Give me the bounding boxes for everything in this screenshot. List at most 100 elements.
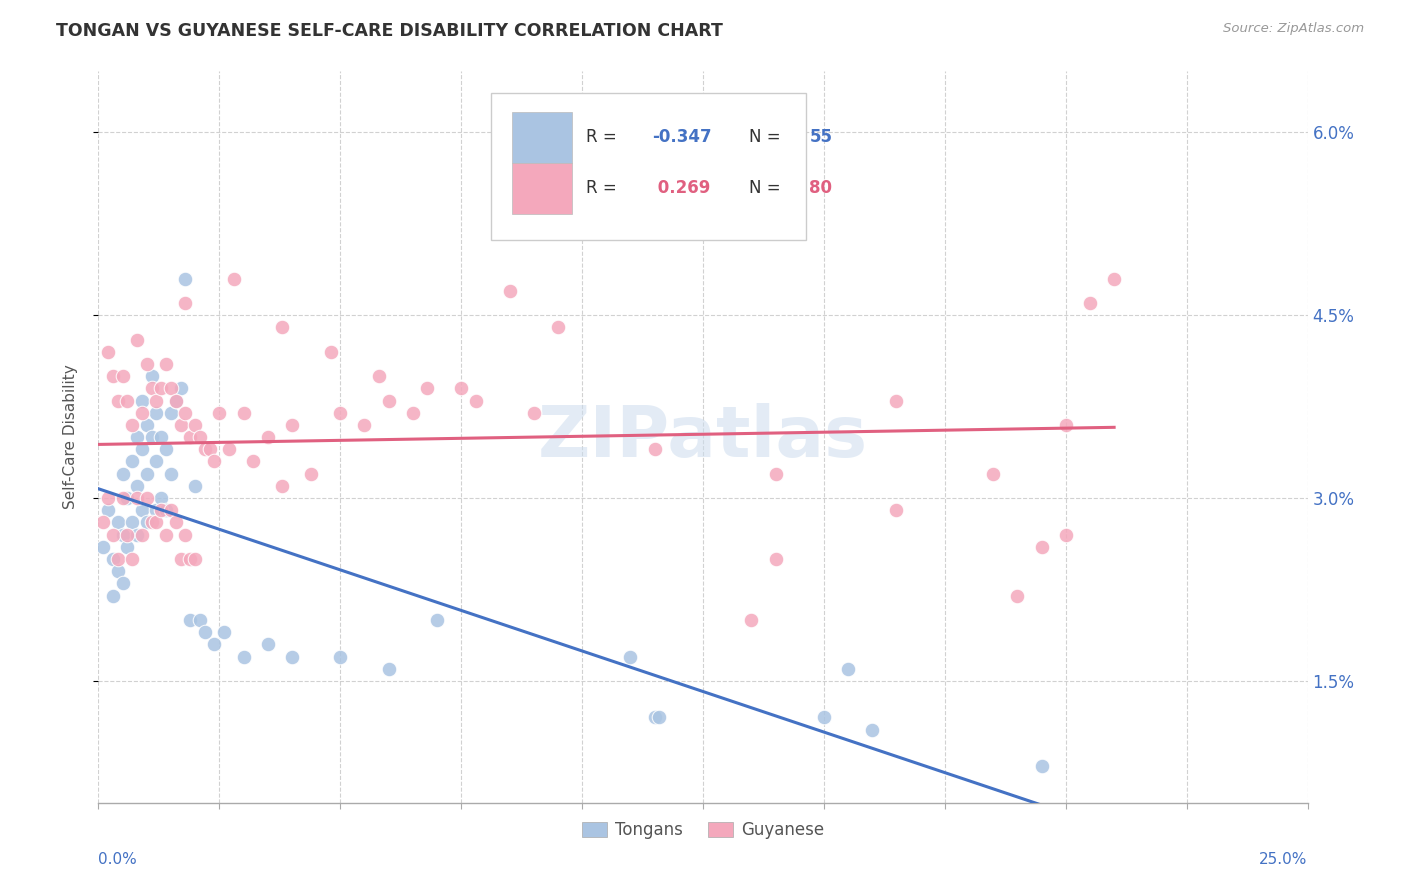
Point <box>145 393 167 408</box>
Point <box>179 430 201 444</box>
Point <box>271 320 294 334</box>
Point <box>127 333 149 347</box>
Point <box>179 552 201 566</box>
Text: N =: N = <box>749 179 786 197</box>
Text: 0.0%: 0.0% <box>98 852 138 866</box>
Point <box>329 406 352 420</box>
Point <box>1031 759 1053 773</box>
Point <box>1054 527 1077 541</box>
Point <box>150 491 173 505</box>
Text: ZIPatlas: ZIPatlas <box>538 402 868 472</box>
FancyBboxPatch shape <box>512 112 572 163</box>
Point <box>131 393 153 408</box>
Point <box>169 417 191 432</box>
Point <box>256 637 278 651</box>
Point <box>121 516 143 530</box>
Point <box>117 491 139 505</box>
Point <box>127 491 149 505</box>
Point <box>111 576 134 591</box>
Text: 0.269: 0.269 <box>652 179 710 197</box>
Text: 80: 80 <box>810 179 832 197</box>
Point <box>141 381 163 395</box>
Point <box>886 393 908 408</box>
Point <box>716 150 738 164</box>
Point <box>208 406 231 420</box>
Point <box>644 710 666 724</box>
FancyBboxPatch shape <box>492 94 806 240</box>
Point <box>860 723 883 737</box>
Point <box>121 552 143 566</box>
Text: R =: R = <box>586 128 621 146</box>
Point <box>1102 271 1125 285</box>
Point <box>184 552 207 566</box>
Point <box>145 454 167 468</box>
Text: -0.347: -0.347 <box>652 128 711 146</box>
Y-axis label: Self-Care Disability: Self-Care Disability <box>63 365 77 509</box>
Point <box>169 552 191 566</box>
Point <box>1078 296 1101 310</box>
Point <box>644 442 666 457</box>
Point <box>117 540 139 554</box>
Point <box>184 479 207 493</box>
Point <box>194 625 217 640</box>
Point <box>813 710 835 724</box>
Point <box>135 357 157 371</box>
Point <box>174 406 197 420</box>
Point <box>426 613 449 627</box>
Point <box>107 516 129 530</box>
Point <box>107 564 129 578</box>
Point <box>188 613 211 627</box>
Point <box>97 491 120 505</box>
Point <box>141 430 163 444</box>
Point <box>450 381 472 395</box>
Point <box>127 430 149 444</box>
Point <box>150 430 173 444</box>
Point <box>165 516 187 530</box>
Point <box>416 381 439 395</box>
Point <box>169 381 191 395</box>
Point <box>101 527 124 541</box>
Point <box>648 710 671 724</box>
Point <box>131 503 153 517</box>
Point <box>107 393 129 408</box>
Point <box>232 649 254 664</box>
Point <box>765 552 787 566</box>
Point <box>837 662 859 676</box>
Point <box>111 369 134 384</box>
FancyBboxPatch shape <box>512 163 572 214</box>
Point <box>160 503 183 517</box>
Point <box>198 442 221 457</box>
Point <box>155 442 177 457</box>
Point <box>141 369 163 384</box>
Text: TONGAN VS GUYANESE SELF-CARE DISABILITY CORRELATION CHART: TONGAN VS GUYANESE SELF-CARE DISABILITY … <box>56 22 723 40</box>
Point <box>150 503 173 517</box>
Point <box>131 406 153 420</box>
Point <box>218 442 240 457</box>
Point <box>101 552 124 566</box>
Point <box>184 417 207 432</box>
Text: N =: N = <box>749 128 786 146</box>
Point <box>121 417 143 432</box>
Point <box>886 503 908 517</box>
Point <box>155 527 177 541</box>
Point <box>160 381 183 395</box>
Point <box>232 406 254 420</box>
Point <box>281 649 304 664</box>
Point <box>740 613 762 627</box>
Point <box>1054 417 1077 432</box>
Point <box>188 430 211 444</box>
Point <box>165 393 187 408</box>
Point <box>498 284 520 298</box>
Point <box>141 516 163 530</box>
Point <box>523 406 546 420</box>
Point <box>101 369 124 384</box>
Point <box>145 503 167 517</box>
Point <box>131 527 153 541</box>
Point <box>179 613 201 627</box>
Point <box>145 516 167 530</box>
Point <box>160 406 183 420</box>
Point <box>299 467 322 481</box>
Point <box>319 344 342 359</box>
Point <box>353 417 375 432</box>
Point <box>619 649 641 664</box>
